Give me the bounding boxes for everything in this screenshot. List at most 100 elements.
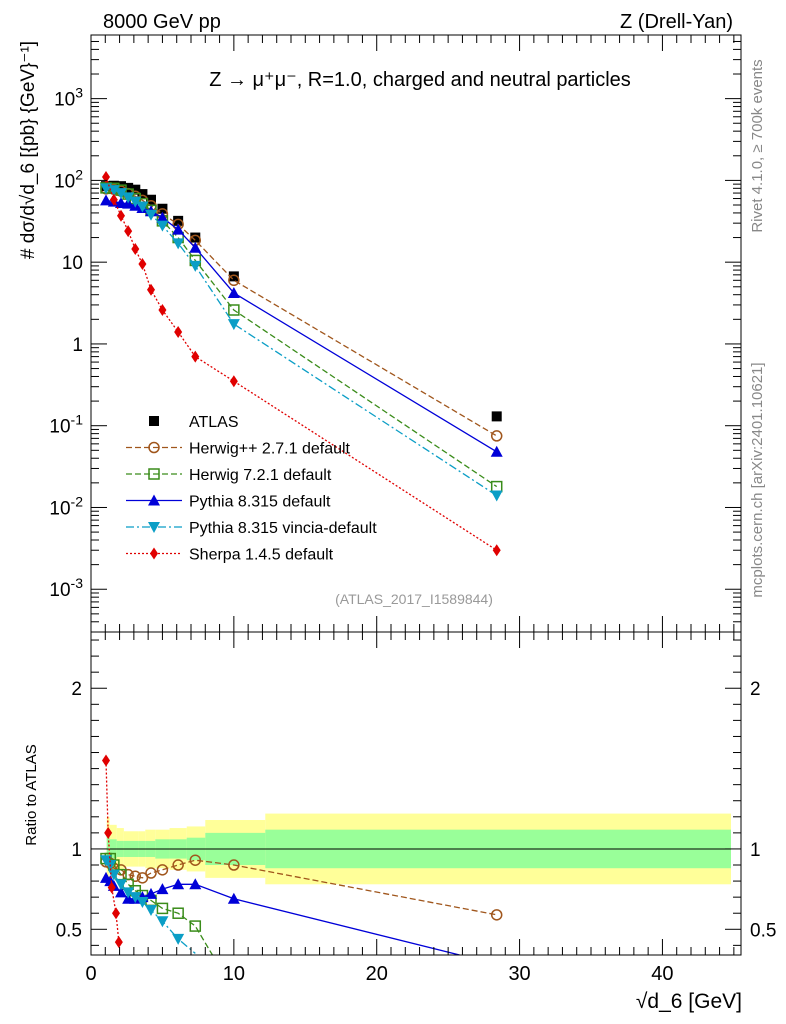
ratio-point-herwig-2-7-1-default-9 <box>172 859 184 871</box>
data-point-sherpa-1-4-5-default-6 <box>147 283 155 296</box>
ratio-point-pythia-8-315-default-3 <box>115 886 127 898</box>
data-point-atlas-5 <box>137 189 148 200</box>
legend-entry-pythia-8-315-default: Pythia 8.315 default <box>126 494 331 511</box>
y-tick-label: 10 <box>62 253 83 274</box>
data-point-pythia-8-315-vincia-default-3 <box>122 192 135 204</box>
legend-marker <box>149 416 159 426</box>
data-point-pythia-8-315-default-10 <box>227 286 240 298</box>
ratio-point-sherpa-1-4-5-default-4 <box>114 936 123 949</box>
ratio-point-herwig-7-2-1-default-8 <box>156 902 169 915</box>
data-point-atlas-9 <box>190 232 201 243</box>
ratio-point-sherpa-1-4-5-default-0 <box>102 754 110 767</box>
ratio-point-pythia-8-315-default-7 <box>145 887 157 899</box>
data-point-pythia-8-315-vincia-default-1 <box>107 185 120 197</box>
data-point-sherpa-1-4-5-default-9 <box>191 350 200 363</box>
data-point-sherpa-1-4-5-default-7 <box>158 304 167 317</box>
ratio-point-pythia-8-315-default-9 <box>172 878 185 890</box>
data-point-sherpa-1-4-5-default-1 <box>109 193 118 206</box>
series-line-sherpa-1-4-5-default <box>105 176 498 551</box>
ratio-point-herwig-7-2-1-default-10 <box>189 920 202 932</box>
ratio-point-pythia-8-315-default-10 <box>189 878 202 890</box>
ratio-panel: 0.5 0.51 12 20 10 20 30 40 Ratio to ATLAS √d_6 … <box>23 631 776 1013</box>
x-tick-label: 0 <box>85 963 96 985</box>
main-frame <box>90 34 742 633</box>
ratio-series-sherpa-1-4-5-default <box>102 754 123 949</box>
legend: ATLAS Herwig++ 2.7.1 default Herwig 7.2.1 … <box>126 414 377 564</box>
data-point-sherpa-1-4-5-default-2 <box>117 209 125 222</box>
x-tick-label: 30 <box>508 963 530 985</box>
ratio-point-herwig-2-7-1-default-12 <box>490 909 503 921</box>
ratio-point-herwig-2-7-1-default-4 <box>122 868 134 881</box>
data-point-atlas-6 <box>146 194 156 205</box>
data-point-pythia-8-315-default-11 <box>490 445 503 457</box>
legend-entry-atlas: ATLAS <box>149 414 239 431</box>
series-line-pythia-8-315-vincia-default <box>105 187 498 497</box>
ratio-y-tick-label: 0.5 <box>56 920 82 941</box>
series-sherpa-1-4-5-default <box>102 171 501 557</box>
main-y-label: # dσ/d√d_6 [{pb} {GeV}⁻¹] <box>18 41 39 259</box>
data-point-sherpa-1-4-5-default-10 <box>229 375 238 388</box>
ratio-y-tick-label: 1 <box>71 840 82 861</box>
legend-label: Herwig 7.2.1 default <box>189 467 332 484</box>
data-point-pythia-8-315-vincia-default-11 <box>490 490 503 502</box>
y-tick-label: 10-2 <box>49 493 83 519</box>
data-point-pythia-8-315-default-8 <box>172 223 185 235</box>
data-point-herwig-2-7-1-default-10 <box>228 274 240 287</box>
ratio-point-herwig-2-7-1-default-10 <box>189 854 202 866</box>
legend-label: Herwig++ 2.7.1 default <box>189 441 351 458</box>
header-right: Z (Drell-Yan) <box>620 11 733 33</box>
legend-marker <box>148 468 160 480</box>
ratio-line-sherpa-1-4-5-default <box>105 760 120 943</box>
mcplots-label: mcplots.cern.ch [arXiv:2401.10621] <box>749 362 766 597</box>
legend-label: Pythia 8.315 default <box>189 494 331 511</box>
data-point-sherpa-1-4-5-default-4 <box>131 242 140 255</box>
ratio-point-pythia-8-315-vincia-default-9 <box>172 933 185 945</box>
ratio-point-pythia-8-315-vincia-default-4 <box>122 887 135 899</box>
data-point-pythia-8-315-vincia-default-4 <box>129 196 142 208</box>
data-point-sherpa-1-4-5-default-11 <box>492 544 501 557</box>
data-point-atlas-10 <box>228 271 239 282</box>
data-point-atlas-8 <box>173 215 184 226</box>
data-point-herwig-2-7-1-default-11 <box>490 430 503 442</box>
x-tick-label: 20 <box>366 963 388 985</box>
ratio-point-sherpa-1-4-5-default-1 <box>104 826 113 839</box>
data-point-pythia-8-315-vincia-default-8 <box>172 238 185 250</box>
ratio-point-herwig-2-7-1-default-5 <box>129 870 142 883</box>
ratio-point-sherpa-1-4-5-default-2 <box>107 881 116 894</box>
legend-marker <box>148 522 160 533</box>
y-tick-label: 10-1 <box>49 412 83 438</box>
ratio-point-herwig-2-7-1-default-6 <box>136 872 149 884</box>
data-point-sherpa-1-4-5-default-8 <box>174 325 183 338</box>
ratio-point-pythia-8-315-default-11 <box>227 892 240 904</box>
data-point-pythia-8-315-vincia-default-10 <box>227 319 240 331</box>
data-point-pythia-8-315-vincia-default-5 <box>136 201 149 213</box>
x-tick-label: 40 <box>651 963 673 985</box>
ratio-point-herwig-2-7-1-default-7 <box>145 867 157 879</box>
ratio-point-pythia-8-315-vincia-default-3 <box>115 879 127 891</box>
y-tick-label: 10-3 <box>49 575 83 601</box>
legend-entry-herwig-2-7-1-default: Herwig++ 2.7.1 default <box>126 441 351 458</box>
data-point-pythia-8-315-vincia-default-2 <box>115 188 127 200</box>
y-tick-label: 1 <box>72 335 83 356</box>
rivet-label: Rivet 4.1.0, ≥ 700k events <box>749 59 766 232</box>
data-point-pythia-8-315-default-7 <box>156 211 169 223</box>
legend-marker <box>150 547 158 560</box>
legend-label: ATLAS <box>189 414 239 431</box>
ratio-point-herwig-2-7-1-default-11 <box>228 859 240 871</box>
ratio-point-pythia-8-315-default-8 <box>156 883 169 895</box>
data-point-pythia-8-315-vincia-default-7 <box>156 220 169 232</box>
data-point-pythia-8-315-default-2 <box>115 196 127 208</box>
ratio-y-tick-label-right: 2 <box>750 679 761 700</box>
ratio-point-pythia-8-315-vincia-default-2 <box>107 869 120 881</box>
legend-entry-herwig-7-2-1-default: Herwig 7.2.1 default <box>126 467 332 484</box>
data-point-pythia-8-315-default-9 <box>189 241 202 253</box>
ratio-y-tick-label: 2 <box>71 679 82 700</box>
ratio-point-sherpa-1-4-5-default-3 <box>112 907 120 920</box>
series-line-pythia-8-315-default <box>105 199 498 453</box>
data-point-atlas-11 <box>491 411 502 422</box>
ratio-frame <box>90 631 742 956</box>
y-tick-label: 102 <box>54 166 83 192</box>
ratio-point-pythia-8-315-vincia-default-6 <box>136 896 149 908</box>
x-tick-label: 10 <box>223 963 245 985</box>
